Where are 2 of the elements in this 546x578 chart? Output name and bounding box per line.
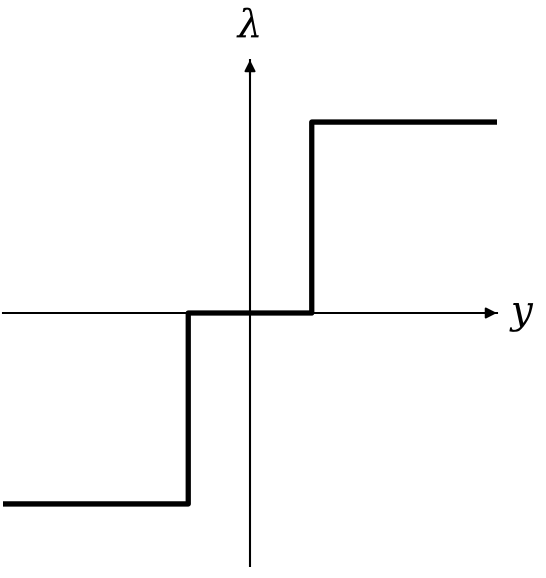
x-axis-title: y	[509, 302, 534, 332]
y-axis-title: λ	[236, 8, 259, 38]
